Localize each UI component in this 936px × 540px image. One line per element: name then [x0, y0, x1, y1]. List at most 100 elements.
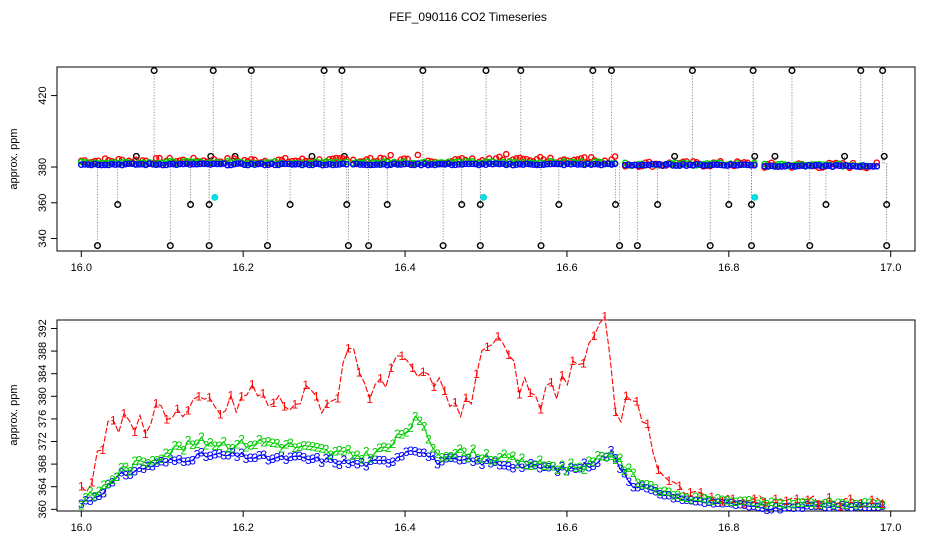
bottom-series-1-marker: 1	[740, 496, 747, 510]
top-blue-point	[839, 162, 847, 169]
top-blue-point	[360, 161, 367, 168]
top-blue-point	[625, 161, 632, 168]
bottom-series-1-marker: 1	[559, 368, 566, 382]
top-spike-point-mid	[883, 201, 891, 209]
bottom-series-3-marker: 3	[777, 502, 784, 516]
top-x-tick-label: 17.0	[880, 262, 901, 274]
top-blue-point	[676, 162, 683, 169]
bottom-series-2-marker: 2	[488, 454, 495, 468]
bottom-series-1-marker: 1	[772, 492, 779, 506]
bottom-series-2-marker: 2	[674, 488, 681, 502]
top-blue-point	[179, 160, 187, 168]
bottom-series-2-marker: 2	[857, 497, 864, 511]
top-calibration-point	[211, 194, 219, 201]
top-blue-point	[523, 160, 530, 168]
top-red-point	[336, 155, 343, 162]
bottom-series-2-marker: 2	[452, 446, 459, 460]
top-red-point	[611, 153, 619, 160]
bottom-series-3-marker: 3	[305, 453, 312, 467]
top-blue-point	[805, 161, 813, 169]
bottom-series-3-marker: 3	[626, 475, 633, 489]
top-red-point	[332, 154, 340, 162]
top-blue-point	[628, 161, 636, 169]
top-red-point	[873, 159, 881, 167]
bottom-series-2-marker: 2	[799, 495, 806, 509]
top-blue-point	[564, 160, 571, 168]
bottom-series-1-marker: 1	[366, 392, 373, 406]
top-blue-point	[132, 161, 139, 168]
top-points	[77, 150, 881, 201]
bottom-series-2-marker: 2	[634, 476, 641, 490]
top-blue-point	[343, 160, 350, 168]
bottom-series-2-marker: 2	[167, 447, 174, 461]
top-blue-point	[761, 162, 768, 170]
top-blue-point	[604, 160, 612, 167]
top-blue-point	[866, 162, 874, 170]
bottom-y-tick-label: 392	[37, 319, 49, 337]
top-blue-point	[686, 161, 694, 169]
top-blue-point	[128, 160, 136, 167]
bottom-series-2-marker: 2	[621, 464, 628, 478]
top-blue-point	[315, 160, 323, 168]
top-blue-point	[669, 162, 677, 169]
bottom-series-3-marker: 3	[430, 449, 437, 463]
top-blue-point	[530, 161, 537, 168]
bottom-series-1-marker: 1	[260, 387, 267, 401]
top-blue-point	[156, 161, 163, 168]
bottom-series-3-marker: 3	[434, 457, 441, 471]
bottom-series-2-marker: 2	[256, 433, 263, 447]
top-red-point	[278, 156, 286, 164]
bottom-series-1-marker: 1	[869, 493, 876, 507]
top-spike-point-high	[879, 67, 887, 75]
bottom-series-1-line	[80, 315, 884, 508]
top-blue-point	[237, 160, 245, 167]
top-blue-point	[499, 160, 507, 167]
bottom-series-2-marker: 2	[688, 493, 695, 507]
top-green-point	[819, 161, 826, 168]
top-blue-point	[468, 160, 476, 168]
bottom-series-3-marker: 3	[474, 453, 481, 467]
bottom-series-3-marker: 3	[301, 451, 308, 465]
bottom-series-1-marker: 1	[612, 405, 619, 419]
bottom-series-2-marker: 2	[701, 491, 708, 505]
bottom-series-3-marker: 3	[394, 450, 401, 464]
top-blue-point	[533, 161, 541, 169]
bottom-series-3-marker: 3	[229, 445, 236, 459]
top-blue-point	[489, 160, 496, 168]
bottom-series-3-marker: 3	[737, 497, 744, 511]
top-blue-point	[540, 161, 547, 168]
top-blue-point	[451, 161, 459, 169]
bottom-series-1-marker: 1	[655, 463, 662, 477]
top-blue-point	[465, 160, 473, 168]
bottom-series-3-marker: 3	[96, 489, 103, 503]
bottom-series-2-marker: 2	[790, 497, 797, 511]
bottom-series-3-marker: 3	[167, 452, 174, 466]
bottom-series-2-marker: 2	[131, 454, 138, 468]
top-blue-point	[812, 161, 819, 169]
bottom-series-2-marker: 2	[127, 464, 134, 478]
top-blue-point	[662, 161, 670, 168]
top-blue-point	[407, 161, 415, 169]
bottom-series-3-marker: 3	[381, 453, 388, 467]
bottom-series-3-marker: 3	[830, 499, 837, 513]
bottom-series-2-marker: 2	[879, 498, 886, 512]
bottom-series-3-marker: 3	[283, 453, 290, 467]
bottom-series-2-marker: 2	[358, 452, 365, 466]
top-blue-point	[115, 161, 122, 168]
top-blue-point	[798, 162, 806, 169]
bottom-series-3-marker: 3	[719, 496, 726, 510]
bottom-series-3-marker: 3	[786, 500, 793, 514]
top-blue-point	[764, 163, 772, 170]
top-blue-point	[859, 162, 867, 169]
top-blue-point	[832, 162, 840, 169]
top-spike-point-mid	[880, 152, 888, 160]
top-blue-point	[390, 160, 398, 167]
bottom-series-2-marker: 2	[305, 439, 312, 453]
bottom-series-3-marker: 3	[372, 453, 379, 467]
top-blue-point	[224, 161, 231, 169]
bottom-series-1-marker: 1	[228, 389, 235, 403]
bottom-y-tick-label: 388	[37, 342, 49, 360]
bottom-series-1-marker: 1	[356, 365, 363, 379]
top-blue-point	[553, 160, 561, 168]
bottom-x-tick-label: 16.0	[71, 522, 92, 534]
